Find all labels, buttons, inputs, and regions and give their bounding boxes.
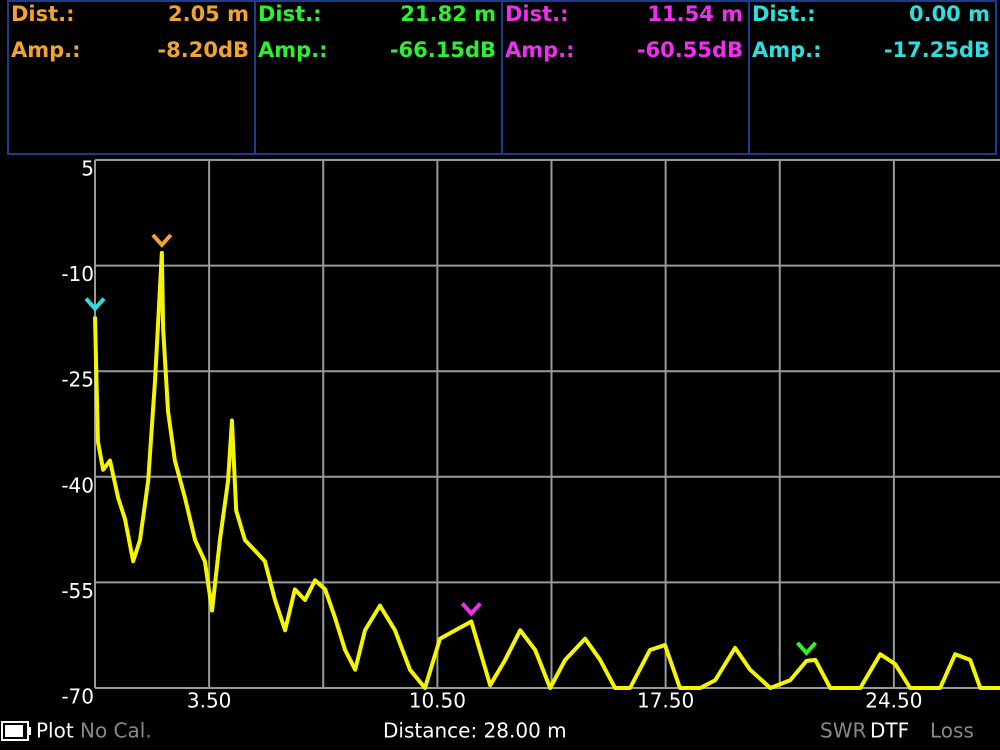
amp-label: Amp.: bbox=[258, 38, 328, 62]
marker bbox=[151, 233, 173, 248]
status-bar: Plot No Cal. Distance: 28.00 m SWR DTF L… bbox=[1, 719, 974, 743]
tab-active[interactable]: DTF bbox=[870, 719, 909, 743]
y-tick-label: -55 bbox=[61, 579, 94, 603]
dist-value: 0.00 m bbox=[909, 2, 990, 26]
plot bbox=[84, 233, 1000, 690]
amp-label: Amp.: bbox=[752, 38, 822, 62]
dist-value: 2.05 m bbox=[168, 2, 249, 26]
marker bbox=[84, 297, 106, 312]
marker-panel bbox=[254, 0, 503, 155]
y-tick-label: -25 bbox=[61, 368, 94, 392]
y-tick-label: 5 bbox=[81, 157, 94, 181]
tab[interactable]: Loss bbox=[930, 719, 974, 743]
dist-label: Dist.: bbox=[505, 2, 569, 26]
x-tick-label: 3.50 bbox=[187, 689, 232, 713]
marker bbox=[460, 602, 482, 617]
x-tick-label: 24.50 bbox=[865, 689, 922, 713]
battery-tip bbox=[28, 727, 31, 735]
dist-label: Dist.: bbox=[258, 2, 322, 26]
marker-panel bbox=[7, 0, 256, 155]
grid: 5 -10 -25 -40 -55 -70 3.50 10.50 17.50 24.50 bbox=[61, 157, 1000, 713]
x-tick-label: 17.50 bbox=[637, 689, 694, 713]
y-tick-label: -40 bbox=[61, 473, 94, 497]
dist-label: Dist.: bbox=[11, 2, 75, 26]
amp-label: Amp.: bbox=[505, 38, 575, 62]
trace bbox=[93, 250, 1000, 690]
dist-value: 21.82 m bbox=[400, 2, 496, 26]
battery-level bbox=[5, 725, 23, 737]
amp-label: Amp.: bbox=[11, 38, 81, 62]
y-tick-label: -10 bbox=[61, 262, 94, 286]
amp-value: -66.15dB bbox=[390, 38, 496, 62]
amp-value: -17.25dB bbox=[884, 38, 990, 62]
distance-span: Distance: 28.00 m bbox=[383, 719, 567, 743]
marker-panel bbox=[501, 0, 750, 155]
dist-label: Dist.: bbox=[752, 2, 816, 26]
x-tick-label: 10.50 bbox=[409, 689, 466, 713]
y-tick-label: -70 bbox=[61, 685, 94, 709]
cal-status: No Cal. bbox=[80, 719, 152, 743]
amp-value: -8.20dB bbox=[157, 38, 249, 62]
amp-value: -60.55dB bbox=[637, 38, 743, 62]
dist-value: 11.54 m bbox=[647, 2, 743, 26]
marker-panel bbox=[748, 0, 997, 155]
marker-panels: Dist.: 2.05 m Amp.: -8.20dB Dist.: 21.82 m Amp… bbox=[7, 0, 997, 155]
tab[interactable]: SWR bbox=[820, 719, 866, 743]
marker bbox=[796, 641, 817, 656]
mode-label: Plot bbox=[36, 719, 74, 743]
